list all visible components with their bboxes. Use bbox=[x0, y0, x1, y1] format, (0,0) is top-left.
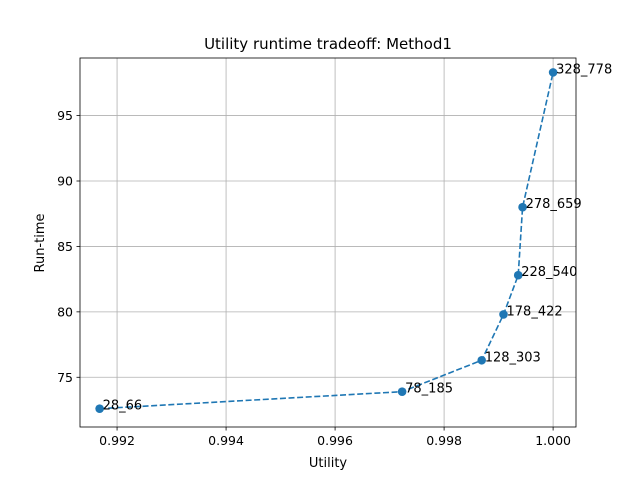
x-tick-label: 0.992 bbox=[99, 433, 135, 448]
data-point-label: 328_778 bbox=[556, 62, 612, 77]
data-point-label: 228_540 bbox=[521, 265, 577, 280]
y-tick-label: 75 bbox=[57, 370, 73, 385]
plot-frame bbox=[79, 57, 577, 428]
grid bbox=[80, 58, 576, 427]
data-point bbox=[513, 270, 523, 280]
series: 28_66 78_185 128_303 178_422 228_540 278_659 3… bbox=[95, 62, 612, 414]
data-point-label: 78_185 bbox=[405, 382, 453, 397]
y-tick-label: 95 bbox=[57, 108, 73, 123]
y-tick-label: 85 bbox=[57, 239, 73, 254]
x-tick-label: 0.998 bbox=[426, 433, 462, 448]
axes: 0.992 0.994 0.996 0.998 1.000 75 80 85 90 95 bbox=[57, 108, 571, 448]
x-tick-label: 0.996 bbox=[317, 433, 353, 448]
data-point bbox=[548, 68, 558, 77]
data-point-label: 28_66 bbox=[103, 399, 143, 414]
x-axis-label: Utility bbox=[309, 456, 348, 471]
y-axis-label: Run-time bbox=[33, 214, 48, 273]
y-tick-label: 90 bbox=[57, 174, 73, 189]
x-tick-label: 0.994 bbox=[208, 433, 244, 448]
data-point-label: 178_422 bbox=[507, 304, 563, 319]
x-tick-label: 1.000 bbox=[535, 433, 571, 448]
y-tick-label: 80 bbox=[57, 304, 73, 319]
data-point bbox=[397, 387, 407, 396]
data-point bbox=[499, 310, 508, 319]
data-point-label: 128_303 bbox=[485, 350, 541, 365]
chart-title: Utility runtime tradeoff: Method1 bbox=[204, 35, 452, 53]
data-point bbox=[518, 202, 527, 212]
data-point bbox=[95, 404, 104, 413]
data-point-label: 278_659 bbox=[526, 197, 582, 212]
data-point bbox=[477, 355, 487, 365]
